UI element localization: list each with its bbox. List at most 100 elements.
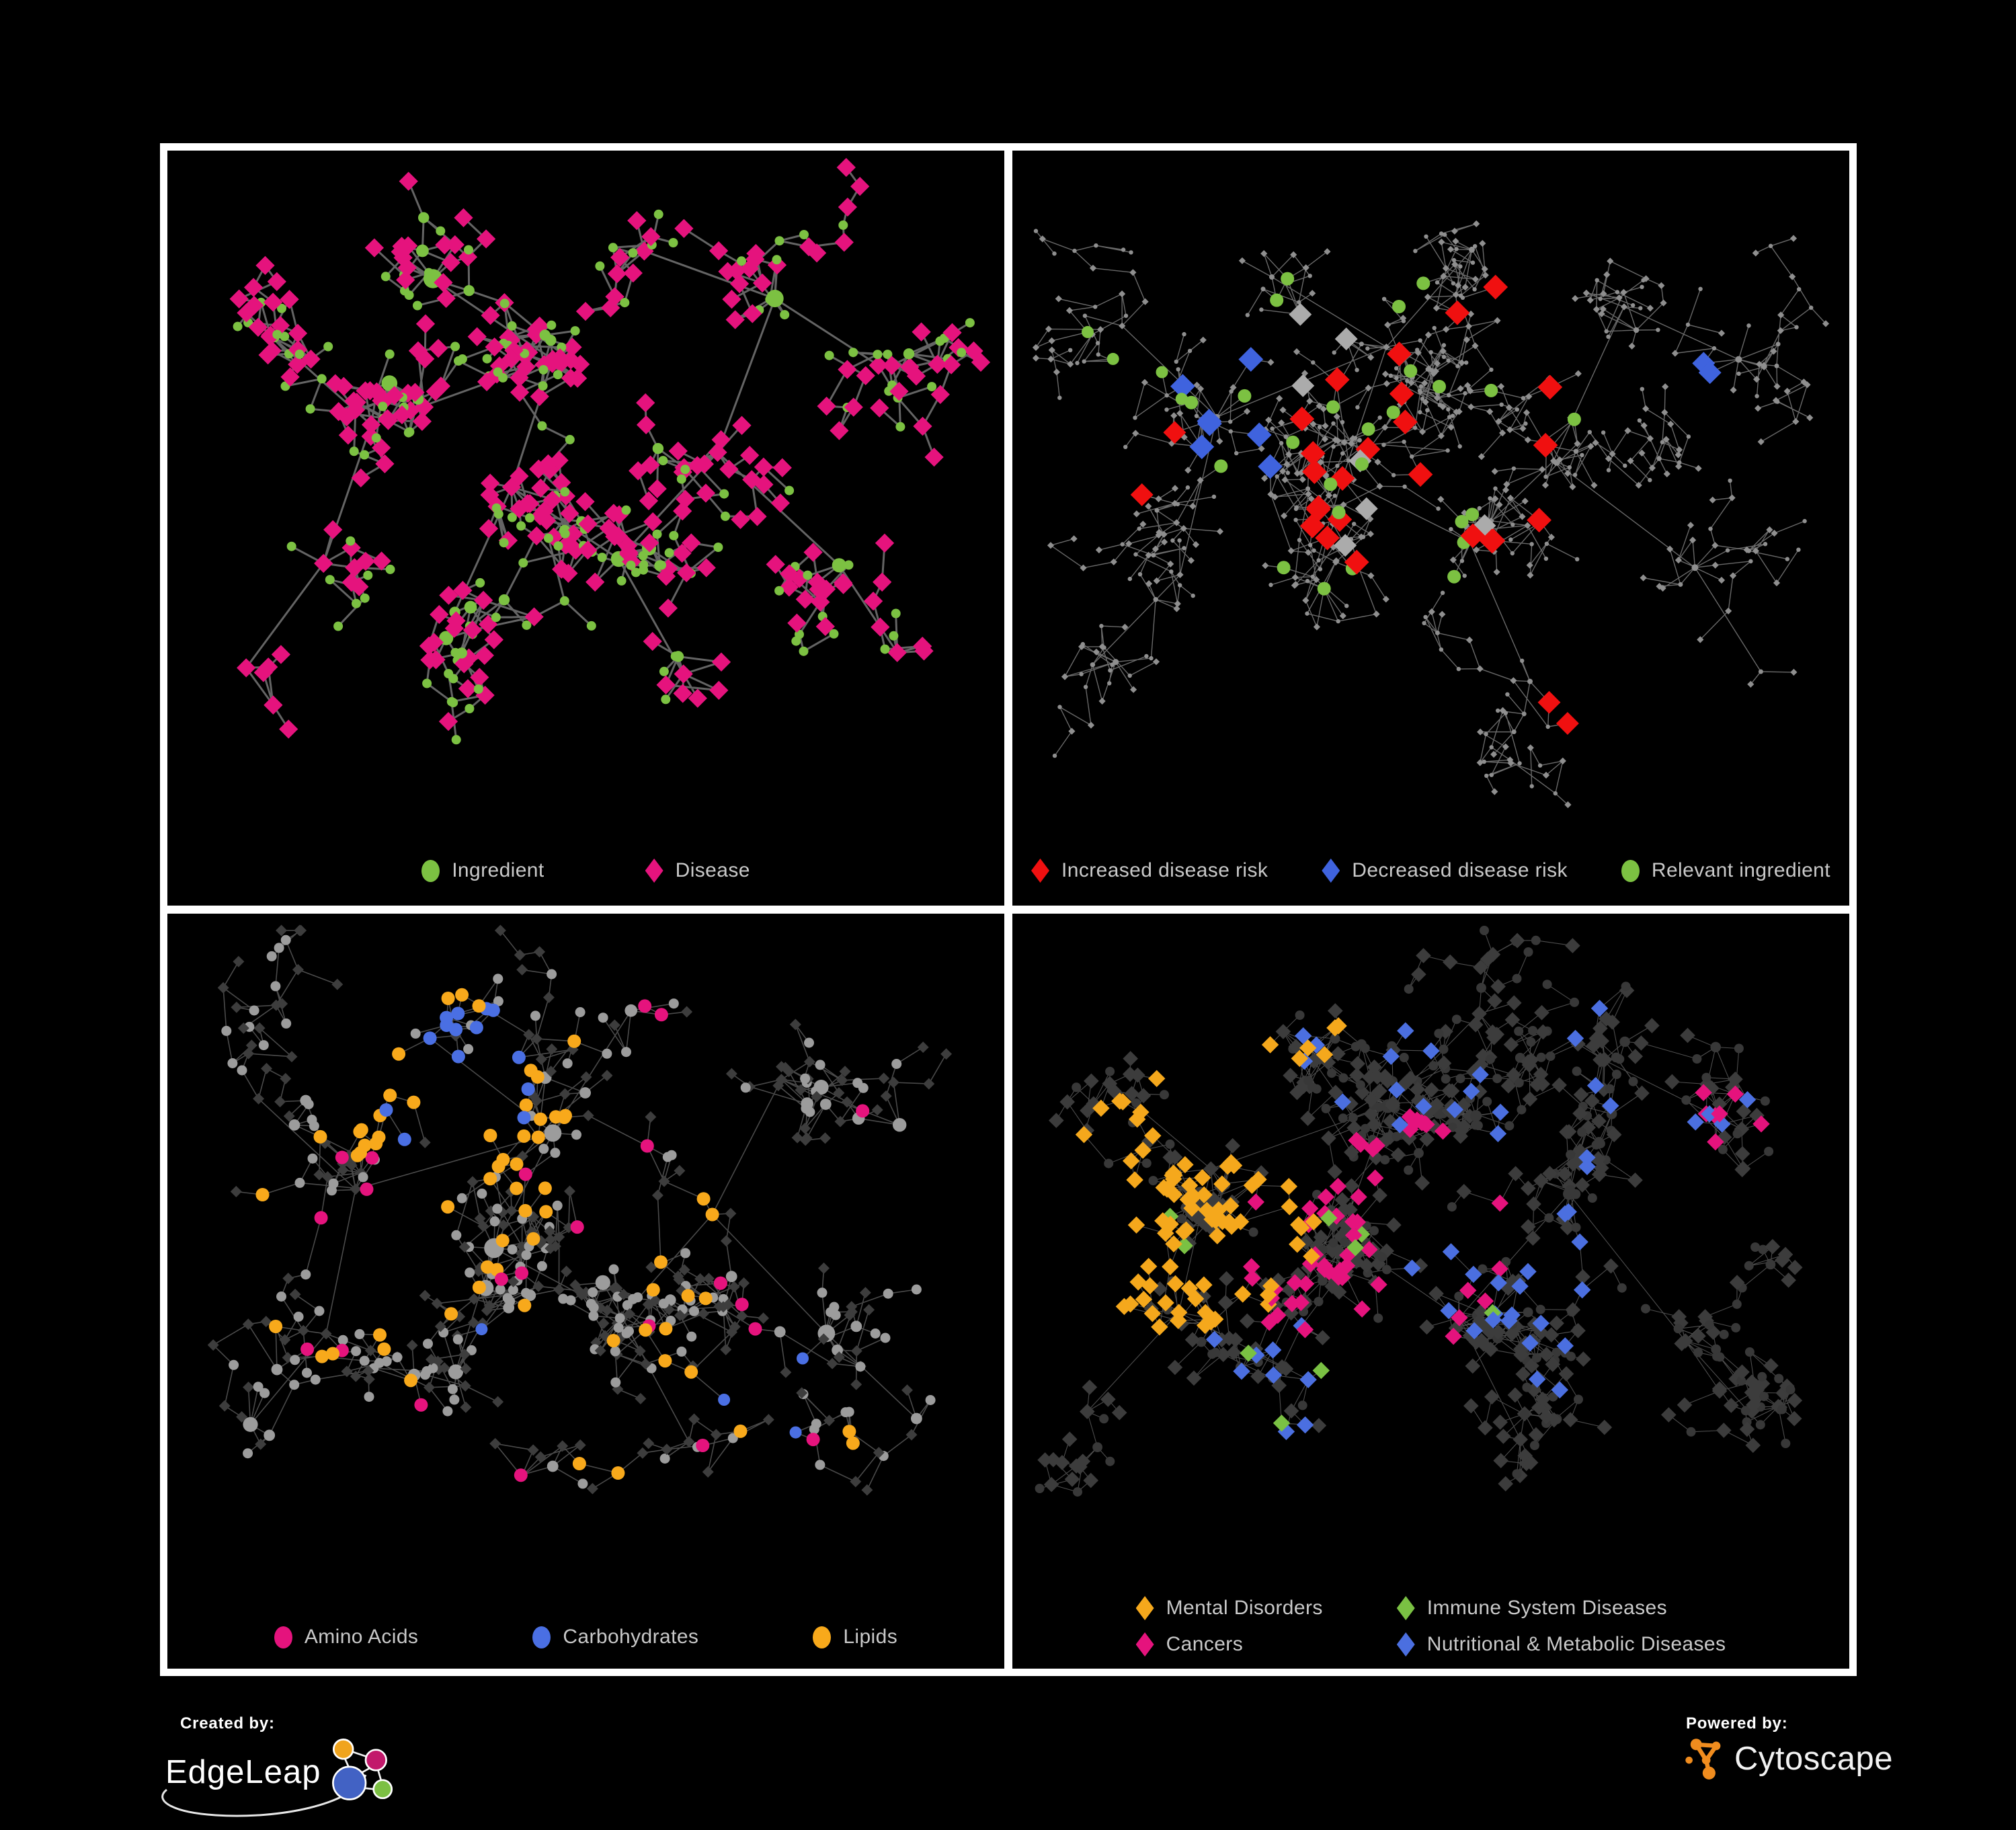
network-node-circle [1470, 1110, 1482, 1122]
network-node-diamond [378, 411, 398, 430]
network-node-diamond [1348, 1213, 1367, 1231]
network-node-circle [1527, 678, 1533, 684]
network-node-diamond [494, 924, 506, 937]
network-node-diamond [856, 366, 875, 385]
network-node-circle [1606, 334, 1611, 339]
network-node-diamond [1483, 1341, 1498, 1357]
network-node-circle [498, 594, 510, 606]
network-node-circle [289, 1380, 300, 1390]
network-node-circle [379, 1103, 393, 1117]
network-node-diamond [420, 650, 440, 670]
network-node-diamond [575, 301, 596, 321]
network-node-diamond [1433, 305, 1440, 312]
network-node-circle [1794, 325, 1799, 329]
network-node-diamond [1280, 1178, 1298, 1195]
network-node-circle [1631, 303, 1636, 308]
network-node-diamond [917, 1041, 929, 1053]
network-node-circle [840, 1407, 851, 1418]
network-node-diamond [1234, 1285, 1252, 1303]
network-node-circle [1165, 1139, 1175, 1149]
network-node-circle [1057, 395, 1062, 400]
network-node-diamond [282, 1273, 294, 1284]
network-node-circle [1529, 1441, 1539, 1450]
network-node-diamond [1739, 1421, 1755, 1437]
network-node-circle [536, 1261, 547, 1271]
network-node-diamond [688, 456, 707, 475]
network-node-circle [1238, 389, 1252, 403]
network-node-diamond [1043, 1476, 1059, 1493]
network-node-circle [804, 1037, 814, 1048]
network-node-diamond [1130, 686, 1137, 693]
network-node-diamond [1135, 1088, 1152, 1104]
network-node-circle [620, 298, 630, 308]
network-node-circle [668, 238, 678, 247]
network-node-circle [925, 1395, 936, 1405]
network-node-diamond [492, 1396, 504, 1408]
network-node-circle [1175, 502, 1180, 507]
network-node-circle [567, 1034, 581, 1048]
lipids-marker-icon [813, 1626, 832, 1648]
cytoscape-network-icon [1685, 1739, 1721, 1780]
network-node-circle [264, 1429, 276, 1441]
legend-item: Ingredient [421, 859, 544, 882]
network-graph-macronutrients [207, 924, 953, 1496]
network-node-diamond [1244, 407, 1251, 415]
network-node-diamond [346, 1159, 358, 1171]
network-node-diamond [323, 520, 343, 540]
network-node-diamond [696, 483, 716, 503]
network-node-diamond [563, 524, 583, 544]
network-node-diamond [1711, 1381, 1728, 1397]
network-graph-disease-risk [1032, 220, 1830, 809]
network-node-circle [1317, 425, 1322, 430]
network-node-diamond [1055, 295, 1062, 303]
network-node-circle [721, 511, 730, 521]
network-node-circle [325, 575, 335, 585]
network-node-diamond [1439, 610, 1446, 618]
network-node-diamond [601, 1070, 613, 1082]
network-node-circle [558, 1294, 569, 1304]
network-node-circle [521, 1287, 531, 1298]
increased-risk-marker-icon [1031, 859, 1049, 883]
network-node-diamond [1173, 605, 1180, 612]
network-node-diamond [1123, 1051, 1139, 1066]
network-node-diamond [1408, 462, 1433, 487]
network-node-diamond [1372, 1187, 1387, 1203]
network-node-diamond [1363, 1092, 1379, 1108]
network-node-circle [465, 704, 475, 713]
network-node-diamond [1411, 966, 1426, 982]
network-node-circle [1515, 407, 1519, 412]
network-node-diamond [1456, 1183, 1472, 1199]
legend-item: Lipids [813, 1626, 897, 1648]
network-node-diamond [779, 578, 799, 597]
network-node-diamond [428, 338, 448, 358]
network-node-diamond [243, 1382, 255, 1393]
powered-by-block: Powered by: Cytoscape [1685, 1714, 1893, 1782]
network-node-circle [1423, 614, 1428, 619]
network-node-diamond [1521, 498, 1529, 505]
network-node-circle [1760, 1096, 1770, 1106]
network-node-circle [1332, 506, 1346, 520]
network-node-diamond [1569, 483, 1576, 491]
network-node-diamond [1476, 665, 1484, 672]
legend-item: Increased disease risk [1031, 859, 1268, 883]
network-edges [212, 930, 947, 1490]
network-node-circle [588, 1310, 599, 1321]
network-node-circle [473, 684, 483, 694]
network-node-circle [1758, 669, 1763, 674]
network-node-circle [1439, 1044, 1449, 1054]
network-node-circle [1338, 1073, 1348, 1083]
network-node-circle [774, 1326, 786, 1338]
network-node-diamond [1453, 408, 1460, 415]
network-node-diamond [1489, 1125, 1507, 1143]
network-node-diamond [722, 289, 741, 309]
network-node-circle [1381, 296, 1387, 301]
network-node-circle [272, 329, 282, 340]
network-node-circle [1297, 538, 1302, 543]
network-node-diamond [1229, 384, 1237, 391]
network-node-diamond [1648, 464, 1656, 472]
network-node-circle [1316, 558, 1321, 563]
network-node-diamond [601, 298, 620, 318]
network-node-diamond [297, 1324, 309, 1337]
network-node-circle [560, 487, 570, 497]
network-node-diamond [711, 652, 731, 672]
